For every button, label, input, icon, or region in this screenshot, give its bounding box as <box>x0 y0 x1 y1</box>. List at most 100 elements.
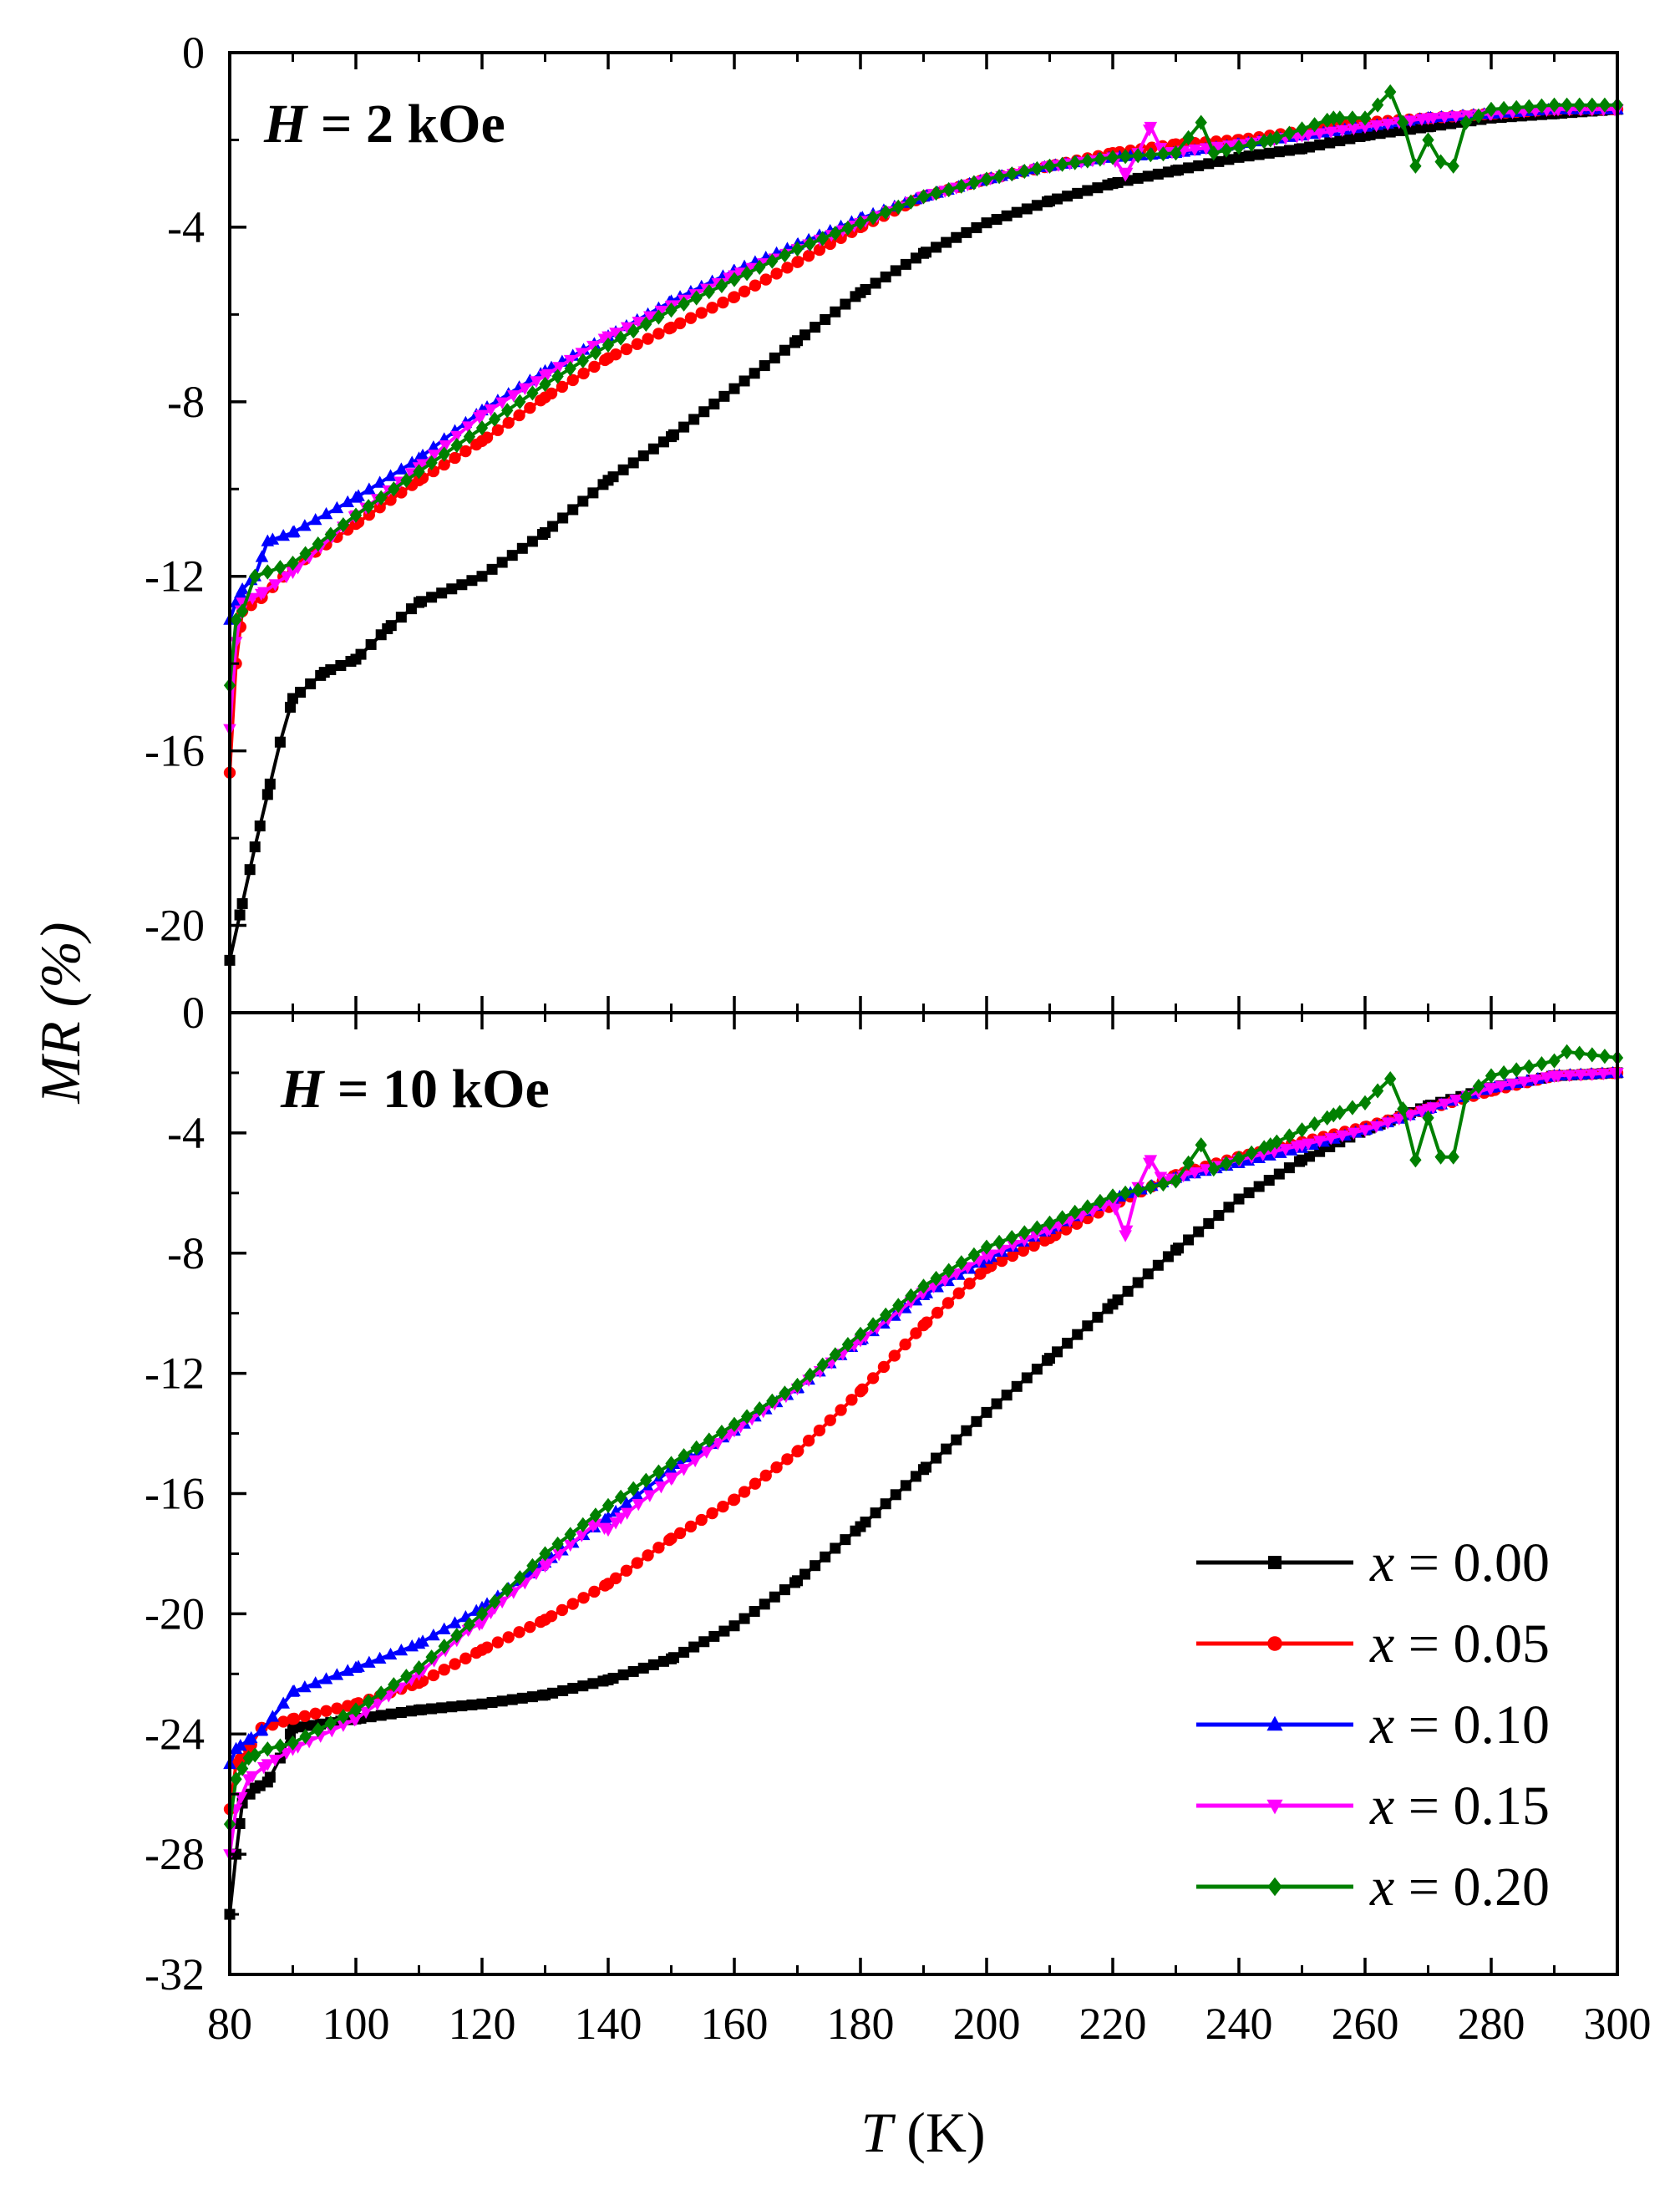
bottom-series-4-marker <box>551 1536 564 1552</box>
bottom-series-4-marker <box>1006 1229 1018 1246</box>
top-series-4-marker <box>1371 97 1384 113</box>
bottom-series-4-marker <box>1170 1173 1182 1189</box>
bottom-panel-label-text: = 10 kOe <box>323 1059 549 1120</box>
bottom-series-4-marker <box>601 1497 615 1513</box>
bottom-series-1-marker <box>792 1445 804 1457</box>
top-series-0-marker <box>961 226 972 238</box>
top-series-0-marker <box>1203 158 1215 170</box>
bottom-series-0-marker <box>1203 1217 1215 1229</box>
bottom-series-0-marker <box>516 1692 528 1704</box>
bottom-series-0-marker <box>295 1721 307 1733</box>
top-series-4-marker <box>1119 149 1132 165</box>
top-series-0-marker <box>830 306 841 318</box>
top-series-4-marker <box>627 323 640 339</box>
top-series-4-marker <box>905 194 917 210</box>
bottom-series-1-marker <box>609 1572 622 1585</box>
bottom-series-3-marker <box>575 1530 589 1542</box>
top-series-1-marker <box>588 360 601 373</box>
top-series-4-marker <box>230 612 242 628</box>
bottom-series-1-marker <box>620 1564 633 1577</box>
top-series-3-marker <box>1144 121 1158 135</box>
top-series-1-marker <box>684 312 698 324</box>
top-series-3-marker <box>461 421 475 434</box>
bottom-series-4-marker <box>905 1288 917 1303</box>
legend-entry-3-label: x = 0.15 <box>1369 1776 1550 1837</box>
bottom-series-2-marker <box>341 1664 354 1676</box>
bottom-series-0-marker <box>1183 1234 1195 1246</box>
top-series-4-marker <box>1245 136 1258 152</box>
bottom-series-3-marker <box>1485 1083 1498 1095</box>
bottom-series-3-marker <box>632 1499 646 1512</box>
top-series-0-marker <box>1183 162 1195 174</box>
bottom-series-1-marker <box>524 1621 536 1634</box>
legend-entry-0-marker <box>1268 1556 1282 1569</box>
top-series-1-marker <box>502 416 515 429</box>
bottom-series-4-marker <box>1548 1053 1561 1069</box>
top-series-4-marker <box>1327 110 1340 126</box>
top-series-0-marker <box>769 352 780 363</box>
top-series-0-marker <box>456 579 468 591</box>
top-series-4-marker <box>1333 110 1346 126</box>
bottom-series-2-marker <box>255 1723 269 1735</box>
bottom-series-1-marker <box>684 1520 698 1533</box>
bottom-series-0-marker <box>395 1706 407 1718</box>
bottom-series-4-marker <box>287 1735 299 1751</box>
top-series-0-marker <box>810 322 821 333</box>
bottom-series-3-marker <box>1392 1113 1406 1126</box>
bottom-y-tick-label: 0 <box>182 988 205 1038</box>
top-series-4-marker <box>337 516 350 533</box>
top-series-2-marker <box>330 501 344 514</box>
top-series-3-marker <box>620 322 634 334</box>
bottom-series-1-marker <box>331 1702 343 1715</box>
top-series-3-marker <box>632 317 646 329</box>
top-series-0-marker <box>1374 128 1386 140</box>
bottom-series-3-marker <box>1438 1098 1451 1111</box>
bottom-series-1-marker <box>813 1424 826 1437</box>
top-series-0-marker <box>1304 141 1316 153</box>
top-series-4 <box>223 84 1624 694</box>
bottom-series-4-marker <box>1397 1101 1409 1117</box>
bottom-series-3-marker <box>1312 1136 1327 1148</box>
bottom-series-4-marker <box>1523 1059 1535 1075</box>
y-axis-title-symbol: MR <box>28 1021 92 1104</box>
top-series-4-marker <box>1510 99 1523 115</box>
bottom-series-2-marker <box>630 1488 644 1501</box>
bottom-y-tick-label: -8 <box>167 1228 205 1278</box>
bottom-series-3-marker <box>325 1725 339 1738</box>
top-series-0-marker <box>1193 160 1205 171</box>
bottom-series-4-marker <box>640 1472 652 1488</box>
top-series-0-marker <box>516 542 528 554</box>
top-series-3-marker <box>1188 144 1201 157</box>
bottom-series-4-marker <box>1220 1156 1233 1171</box>
bottom-series-3-marker <box>620 1507 634 1520</box>
top-series-0-marker <box>1263 147 1275 159</box>
bottom-series-0-marker <box>1273 1168 1285 1180</box>
legend-entry-0-value: = 0.00 <box>1394 1532 1550 1593</box>
top-series-0-marker <box>991 214 1002 226</box>
top-series-1-marker <box>609 348 622 361</box>
bottom-series-1-marker <box>673 1527 687 1540</box>
bottom-series-1-marker <box>588 1585 601 1598</box>
top-series-2-marker <box>255 550 269 562</box>
bottom-series-0-marker <box>991 1398 1002 1410</box>
bottom-series-0-marker <box>375 1710 387 1721</box>
bottom-series-4-marker <box>1157 1176 1170 1192</box>
bottom-series-0-marker <box>416 1704 428 1715</box>
bottom-series-4-marker <box>1422 1110 1434 1126</box>
top-series-1-marker <box>556 380 569 394</box>
top-series-1-marker <box>673 317 687 330</box>
bottom-series-0-marker <box>1052 1346 1063 1358</box>
top-series-1-marker <box>759 273 772 286</box>
bottom-series-0-marker <box>446 1701 458 1713</box>
bottom-series-3-marker <box>1302 1138 1315 1151</box>
bottom-series-4 <box>223 1044 1624 1832</box>
top-series-4-marker <box>614 330 627 346</box>
top-series-1-marker <box>438 458 450 471</box>
bottom-series-2-marker <box>234 1739 247 1751</box>
top-series-4-marker <box>1043 158 1056 174</box>
bottom-series-1-marker <box>566 1598 579 1610</box>
bottom-series-4-marker <box>362 1694 375 1710</box>
top-series-2-marker <box>383 469 398 481</box>
top-series-4-marker <box>678 296 690 312</box>
bottom-series-0-marker <box>971 1415 982 1427</box>
